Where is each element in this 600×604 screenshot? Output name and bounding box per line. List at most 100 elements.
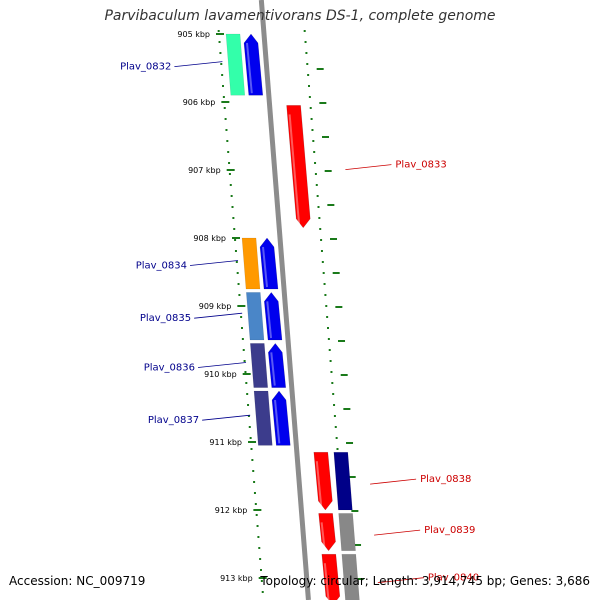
gene-label-group[interactable]: Plav_0836 [144, 362, 247, 374]
rail-dot-left [228, 162, 231, 164]
rail-dot-right [320, 250, 323, 252]
gene-label[interactable]: Plav_0837 [148, 415, 199, 426]
gene-label[interactable]: Plav_0834 [136, 261, 187, 272]
rail-dot-right [333, 415, 336, 417]
gene-cog-block[interactable] [333, 451, 353, 511]
tick-mark [248, 441, 257, 443]
gene-arrow[interactable] [318, 513, 336, 552]
gene-cog-block[interactable] [253, 390, 273, 446]
rail-dot-left [231, 206, 234, 208]
rail-dot-right [326, 316, 329, 318]
tick-mark-right [343, 408, 351, 410]
gene-label[interactable]: Plav_0833 [395, 160, 446, 171]
accession-label: Accession: NC_009719 [9, 574, 146, 588]
tick-label: 911 kbp [209, 438, 242, 447]
rail-dot-right [315, 184, 318, 186]
gene-arrow[interactable] [259, 237, 279, 290]
rail-dot-left [240, 316, 243, 318]
rail-dot-left [252, 470, 255, 472]
rail-dot-right [332, 393, 335, 395]
gene-Plav_0834[interactable] [241, 237, 279, 290]
gene-cog-block[interactable] [250, 343, 269, 388]
gene-label[interactable]: Plav_0836 [144, 363, 195, 374]
rail-dot-right [335, 437, 338, 439]
tick-mark [237, 305, 246, 307]
map-title: Parvibaculum lavamentivorans DS-1, compl… [104, 8, 496, 24]
rail-dot-left [241, 327, 244, 329]
gene-Plav_0833[interactable] [286, 105, 311, 229]
rail-dot-left [222, 85, 225, 87]
gene-arrow[interactable] [243, 33, 264, 96]
rail-dot-left [259, 569, 262, 571]
gene-Plav_0840[interactable] [321, 553, 360, 604]
rail-dot-right [317, 206, 320, 208]
rail-dot-left [234, 250, 237, 252]
gene-arrow[interactable] [264, 291, 283, 341]
gene-label-group[interactable]: Plav_0837 [148, 414, 251, 426]
gene-cog-block[interactable] [341, 553, 360, 604]
tick-label: 912 kbp [215, 506, 248, 515]
rail-dot-right [312, 140, 315, 142]
rail-dot-left [221, 74, 224, 76]
gene-leader-line [189, 260, 239, 266]
gene-Plav_0835[interactable] [246, 291, 283, 341]
rail-dot-right [306, 63, 309, 65]
rail-dot-right [336, 448, 339, 450]
gene-label-group[interactable]: Plav_0839 [374, 525, 475, 536]
rail-dot-left [247, 404, 250, 406]
gene-label-group[interactable]: Plav_0834 [136, 260, 239, 272]
gene-cog-block[interactable] [338, 513, 356, 552]
tick-mark-right [348, 476, 356, 478]
rail-dot-left [233, 228, 236, 230]
tick-mark-right [332, 272, 340, 274]
tick-mark-right [340, 374, 348, 376]
gene-Plav_0839[interactable] [318, 513, 356, 552]
tick-mark [242, 373, 251, 375]
gene-label[interactable]: Plav_0835 [140, 313, 191, 324]
gene-label[interactable]: Plav_0832 [120, 62, 171, 73]
gene-arrow[interactable] [271, 390, 291, 446]
rail-dot-left [259, 558, 262, 560]
rail-dot-right [334, 426, 337, 428]
tick-mark [216, 33, 224, 35]
rail-dot-right [310, 118, 313, 120]
gene-Plav_0836[interactable] [250, 342, 287, 388]
gene-arrow[interactable] [313, 451, 333, 511]
gene-arrow[interactable] [286, 105, 311, 229]
rail-dot-left [250, 448, 253, 450]
rail-dot-left [248, 426, 251, 428]
rail-dot-left [235, 261, 238, 263]
rail-dot-right [311, 129, 314, 131]
rail-dot-left [238, 294, 241, 296]
gene-Plav_0837[interactable] [253, 390, 291, 446]
tick-mark [226, 169, 235, 171]
gene-cog-block[interactable] [246, 292, 265, 341]
gene-leader-line [202, 414, 251, 421]
gene-layer [225, 33, 360, 604]
gene-highlight [320, 522, 326, 549]
rail-dot-left [242, 349, 245, 351]
gene-leader-line [174, 61, 223, 67]
gene-Plav_0838[interactable] [313, 451, 353, 511]
rail-dot-right [313, 151, 316, 153]
tick-mark-right [322, 136, 330, 138]
gene-Plav_0832[interactable] [225, 33, 264, 96]
rail-dot-right [309, 107, 312, 109]
gene-label-group[interactable]: Plav_0835 [140, 312, 243, 324]
rail-dot-left [219, 52, 222, 54]
gene-cog-block[interactable] [225, 33, 246, 96]
tick-mark-right [327, 204, 335, 206]
gene-cog-block[interactable] [241, 237, 261, 290]
rail-dot-left [220, 63, 223, 65]
rail-dot-left [253, 481, 256, 483]
gene-label[interactable]: Plav_0838 [420, 474, 471, 485]
gene-arrow[interactable] [268, 342, 287, 388]
gene-highlight [246, 42, 253, 94]
gene-label[interactable]: Plav_0839 [424, 525, 475, 536]
rail-dot-right [304, 41, 307, 43]
gene-label-group[interactable]: Plav_0838 [370, 474, 471, 485]
rail-dot-right [333, 404, 336, 406]
gene-label-group[interactable]: Plav_0832 [120, 61, 223, 73]
gene-label-group[interactable]: Plav_0833 [345, 160, 447, 171]
